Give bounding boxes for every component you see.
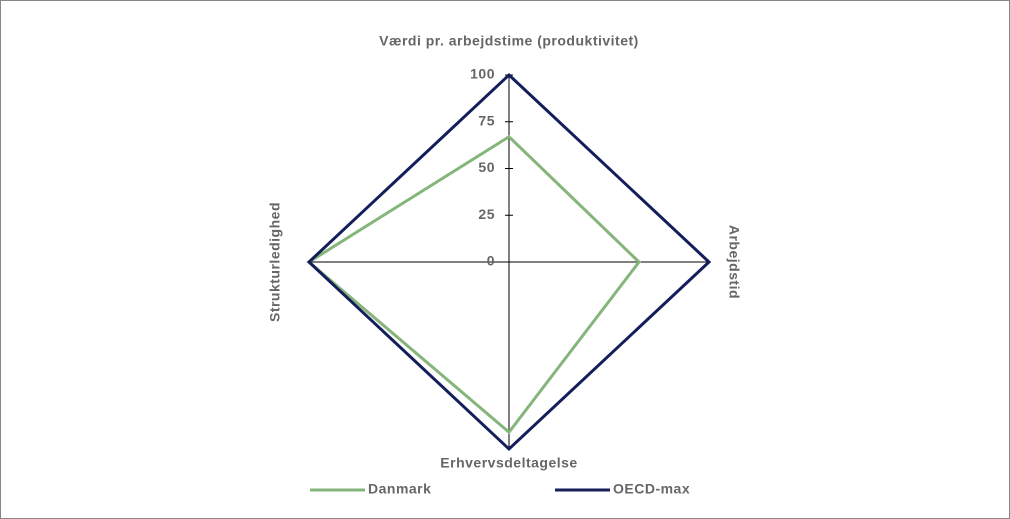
category-label: Erhvervsdeltagelse xyxy=(440,455,577,471)
y-tick-label: 0 xyxy=(487,253,495,269)
y-tick-label: 100 xyxy=(470,66,495,82)
category-label: Arbejdstid xyxy=(726,225,742,299)
y-tick-label: 25 xyxy=(478,206,495,222)
y-tick-label: 50 xyxy=(478,159,495,175)
series-polygon xyxy=(306,72,712,452)
category-label: Værdi pr. arbejdstime (produktivitet) xyxy=(379,33,639,49)
legend-label: Danmark xyxy=(368,481,431,497)
category-label: Strukturledighed xyxy=(267,202,283,322)
y-tick-label: 75 xyxy=(478,112,495,128)
series-polygon xyxy=(306,134,642,435)
legend-label: OECD-max xyxy=(613,481,690,497)
